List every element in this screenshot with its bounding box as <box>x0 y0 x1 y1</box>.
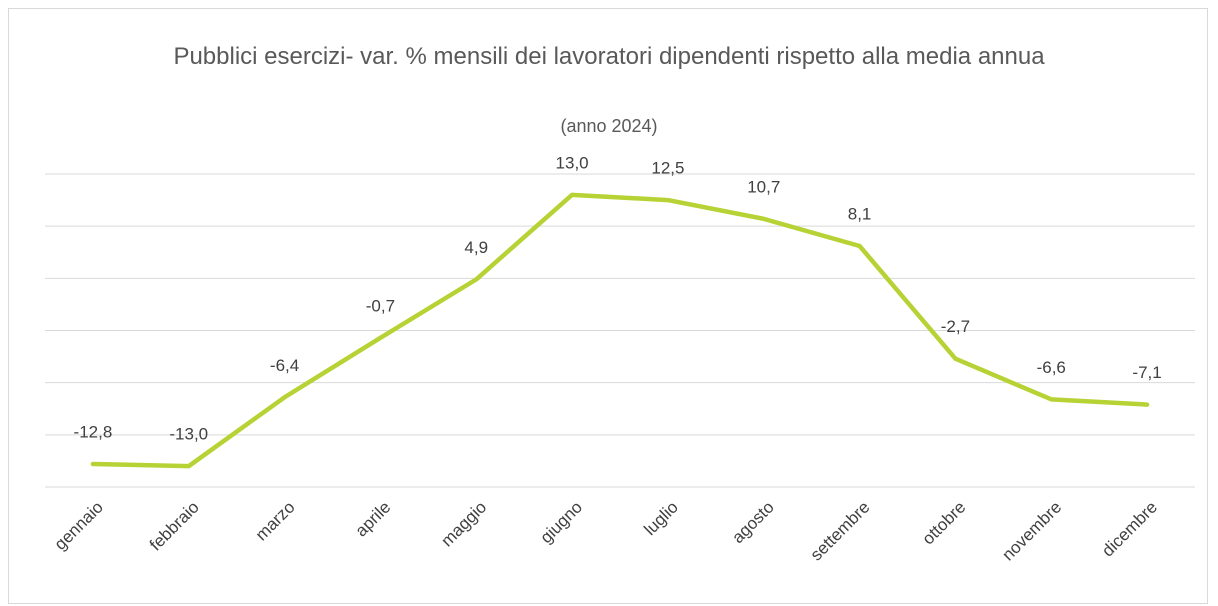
x-tick-label: aprile <box>352 498 395 541</box>
data-label: -13,0 <box>169 425 208 444</box>
data-label: -0,7 <box>366 296 395 315</box>
x-tick-label: gennaio <box>51 498 107 554</box>
x-tick-label: dicembre <box>1098 498 1161 561</box>
data-label: -12,8 <box>74 423 113 442</box>
data-label: 10,7 <box>747 177 780 196</box>
data-label: -6,6 <box>1037 358 1066 377</box>
data-label: 13,0 <box>556 153 589 172</box>
x-tick-label: agosto <box>728 498 778 548</box>
data-label: -6,4 <box>270 356 299 375</box>
data-label: -7,1 <box>1132 363 1161 382</box>
chart-subtitle: (anno 2024) <box>560 116 658 136</box>
chart-frame <box>8 8 1208 604</box>
x-tick-label: giugno <box>537 498 587 548</box>
data-label: 12,5 <box>651 159 684 178</box>
x-tick-label: settembre <box>807 498 874 565</box>
x-tick-label: marzo <box>252 498 299 545</box>
chart-title: Pubblici esercizi- var. % mensili dei la… <box>173 43 1045 70</box>
line <box>90 192 1150 469</box>
x-tick-label: febbraio <box>146 498 203 555</box>
x-tick-label: maggio <box>437 498 490 551</box>
x-tick-label: luglio <box>640 498 682 540</box>
data-label: -2,7 <box>941 317 970 336</box>
data-label: 4,9 <box>464 238 488 257</box>
x-tick-label: ottobre <box>919 498 970 549</box>
x-tick-label: novembre <box>998 498 1065 565</box>
data-label: 8,1 <box>848 204 872 223</box>
